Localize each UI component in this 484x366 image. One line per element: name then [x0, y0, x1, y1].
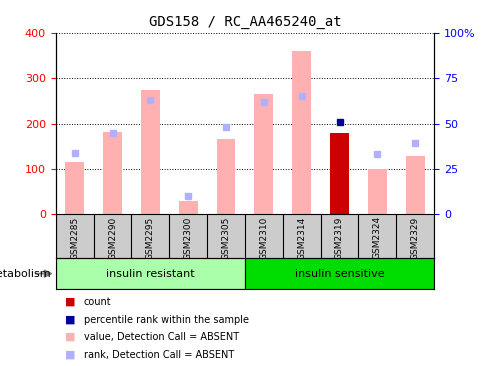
- Bar: [216, 139, 235, 214]
- Title: GDS158 / RC_AA465240_at: GDS158 / RC_AA465240_at: [148, 15, 341, 29]
- Bar: [367, 169, 386, 214]
- Text: rank, Detection Call = ABSENT: rank, Detection Call = ABSENT: [84, 350, 234, 360]
- Text: GSM2319: GSM2319: [334, 216, 343, 260]
- Text: count: count: [84, 297, 111, 307]
- Text: insulin resistant: insulin resistant: [106, 269, 194, 279]
- Text: GSM2305: GSM2305: [221, 216, 230, 260]
- Bar: [405, 156, 424, 214]
- Text: value, Detection Call = ABSENT: value, Detection Call = ABSENT: [84, 332, 239, 342]
- Bar: [254, 94, 273, 214]
- Text: ■: ■: [65, 297, 76, 307]
- Text: insulin sensitive: insulin sensitive: [294, 269, 383, 279]
- Bar: [178, 201, 197, 214]
- Text: GSM2314: GSM2314: [297, 216, 305, 259]
- Text: ■: ■: [65, 332, 76, 342]
- Bar: [244, 258, 433, 289]
- Text: GSM2300: GSM2300: [183, 216, 192, 260]
- Bar: [65, 162, 84, 214]
- Text: GSM2310: GSM2310: [259, 216, 268, 260]
- Text: GSM2324: GSM2324: [372, 216, 381, 259]
- Bar: [140, 90, 159, 214]
- Bar: [291, 51, 311, 214]
- Bar: [103, 132, 122, 214]
- Text: GSM2329: GSM2329: [410, 216, 419, 259]
- Text: metabolism: metabolism: [0, 269, 51, 279]
- Bar: [56, 258, 244, 289]
- Text: ■: ■: [65, 314, 76, 325]
- Text: GSM2290: GSM2290: [108, 216, 117, 259]
- Bar: [330, 132, 348, 214]
- Text: GSM2295: GSM2295: [146, 216, 154, 259]
- Text: percentile rank within the sample: percentile rank within the sample: [84, 314, 248, 325]
- Text: ■: ■: [65, 350, 76, 360]
- Text: GSM2285: GSM2285: [70, 216, 79, 259]
